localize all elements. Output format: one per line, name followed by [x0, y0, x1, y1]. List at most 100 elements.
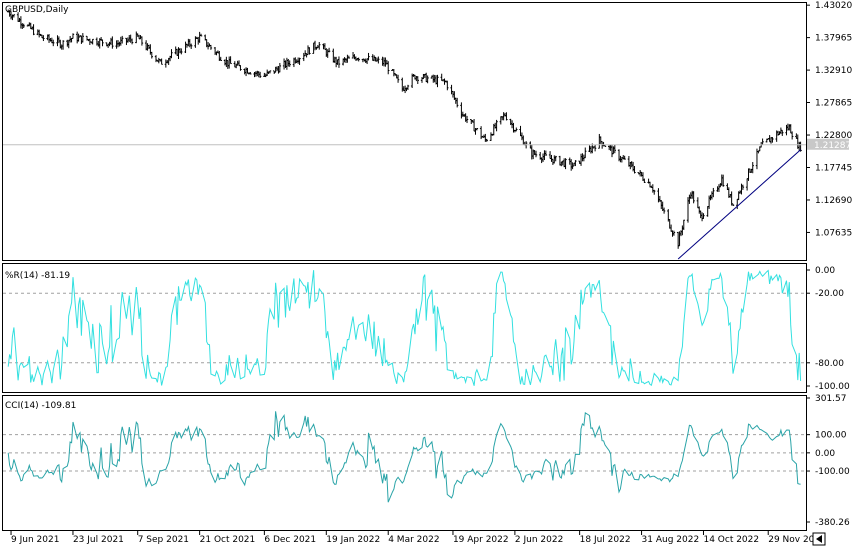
ohlc-bar [357, 57, 360, 62]
ohlc-bar [668, 219, 671, 229]
ohlc-bar [312, 42, 315, 54]
ohlc-bar [691, 190, 694, 199]
ohlc-bar [365, 58, 369, 65]
ohlc-bar [579, 153, 583, 166]
ohlc-bar [788, 124, 791, 131]
price-tick-label: 1.37965 [815, 34, 852, 44]
ohlc-bar [19, 16, 23, 29]
ohlc-bar [42, 35, 45, 42]
ohlc-bar [520, 132, 524, 141]
ohlc-bar [119, 36, 123, 46]
ohlc-bar [175, 48, 179, 56]
ohlc-bar [12, 14, 16, 18]
price-tick-label: 1.27865 [815, 98, 852, 108]
ohlc-bar [450, 84, 453, 95]
ohlc-bar [406, 84, 410, 90]
ohlc-bar [174, 46, 177, 55]
ohlc-bar [332, 48, 335, 63]
ohlc-bar [244, 67, 248, 77]
ohlc-bar [679, 230, 683, 237]
time-tick-label: 19 Apr 2022 [453, 535, 509, 545]
ohlc-bar [387, 61, 390, 75]
ohlc-bar [790, 131, 794, 140]
ohlc-bar [129, 34, 132, 43]
price-pane-title: GBPUSD,Daily [5, 5, 69, 15]
ohlc-bar [630, 161, 633, 168]
ohlc-bar [574, 160, 577, 167]
ohlc-bar [237, 60, 241, 67]
ohlc-bar [294, 57, 297, 64]
ohlc-bar [779, 127, 783, 135]
ohlc-bar [551, 158, 555, 165]
ohlc-bar [302, 52, 305, 62]
ohlc-bar [347, 55, 351, 59]
wpr-level-lines: 0.00 -20.00 -80.00 -100.00 [3, 266, 850, 392]
ohlc-bar [135, 31, 138, 44]
ohlc-bar [243, 68, 246, 75]
ohlc-bar [56, 35, 59, 47]
ohlc-bar [377, 56, 380, 64]
ohlc-bar [285, 57, 289, 70]
ohlc-bar [121, 35, 124, 44]
ohlc-bar [277, 65, 280, 74]
time-tick-label: 29 Nov 2022 [768, 535, 826, 545]
ohlc-bar [781, 129, 784, 136]
ohlc-bar [633, 166, 636, 174]
ohlc-bar [154, 55, 158, 63]
ohlc-bar [315, 46, 318, 50]
ohlc-bar [109, 37, 113, 45]
cci-level-label: 0.00 [815, 449, 835, 459]
ohlc-bar [569, 159, 573, 171]
ohlc-bar [741, 184, 745, 190]
ohlc-bar [130, 38, 134, 45]
ohlc-bar [344, 58, 348, 63]
ohlc-bar [157, 57, 161, 64]
ohlc-bar [560, 161, 563, 167]
cci-level-label: -100.00 [815, 467, 850, 477]
wpr-level-label: -20.00 [815, 289, 844, 299]
time-tick-label: 4 Mar 2022 [388, 535, 439, 545]
ohlc-bar [337, 56, 341, 68]
ohlc-bar [544, 150, 548, 156]
ohlc-bar [208, 43, 211, 47]
ohlc-bar [229, 56, 232, 65]
price-pane[interactable]: GBPUSD,Daily 1.43020 1.37965 1.32910 1.2786… [2, 1, 853, 261]
ohlc-bar [268, 70, 272, 74]
ohlc-bar [180, 48, 183, 55]
ohlc-bar [189, 43, 193, 49]
ohlc-bar [323, 43, 327, 50]
ohlc-bar [785, 124, 788, 136]
ohlc-bar [108, 41, 111, 47]
ohlc-bar [425, 72, 428, 83]
cci-pane[interactable]: CCI(14) -109.81 301.57 100.00 0.00 -100.00 -… [2, 394, 851, 531]
ohlc-bar [233, 61, 237, 68]
ohlc-bar [607, 145, 611, 151]
chart-scroll-end-icon[interactable] [812, 532, 826, 546]
time-tick-label: 21 Oct 2021 [200, 535, 256, 545]
wpr-pane-border [2, 263, 807, 393]
ohlc-bar [719, 183, 722, 188]
ohlc-bar [702, 213, 705, 219]
price-tick-label: 1.12690 [815, 196, 852, 206]
ohlc-bar [653, 189, 656, 195]
ohlc-bar [47, 34, 51, 43]
ohlc-bar [502, 112, 505, 121]
ohlc-bar [326, 49, 329, 58]
ohlc-bar [751, 162, 754, 174]
ohlc-bar [265, 69, 269, 76]
ohlc-bar [584, 147, 587, 159]
ohlc-bar [433, 74, 436, 83]
trendline[interactable] [677, 149, 801, 260]
ohlc-bar [699, 210, 702, 219]
ohlc-bar [37, 29, 41, 38]
ohlc-bar [403, 85, 407, 94]
ohlc-bar [246, 67, 249, 74]
current-price-badge: 1.21287 [807, 138, 851, 151]
ohlc-bar [313, 40, 317, 51]
ohlc-bar [700, 212, 704, 222]
wpr-pane-title: %R(14) -81.19 [5, 271, 70, 281]
wpr-pane[interactable]: %R(14) -81.19 0.00 -20.00 -80.00 -100.00 [2, 263, 851, 393]
cci-line [7, 411, 801, 503]
ohlc-bar [225, 56, 228, 68]
